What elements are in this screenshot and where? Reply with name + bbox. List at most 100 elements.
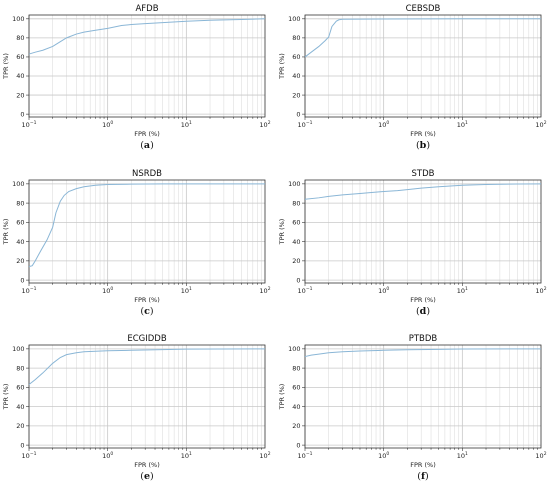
chart-title: NSRDB: [132, 169, 162, 179]
x-axis-label: FPR (%): [410, 130, 436, 138]
panel-caption: (e): [140, 471, 153, 482]
x-tick-label: 102: [259, 286, 270, 295]
y-tick-label: 80: [292, 34, 300, 42]
x-tick-label: 101: [181, 451, 192, 460]
roc-curve-line: [304, 18, 541, 58]
roc-curve-line: [28, 348, 266, 385]
y-tick-label: 20: [16, 422, 24, 430]
panel-caption: (c): [140, 306, 153, 317]
y-tick-label: 40: [16, 72, 24, 80]
y-tick-label: 100: [12, 180, 24, 188]
plot-frame: [28, 344, 266, 449]
x-tick-label: 101: [181, 120, 192, 129]
y-tick-label: 0: [20, 110, 24, 118]
x-tick-label: 101: [181, 286, 192, 295]
x-tick-label: 10−1: [298, 286, 313, 295]
y-tick-label: 60: [292, 219, 300, 227]
x-tick-label: 102: [535, 451, 546, 460]
y-axis-label: TPR (%): [2, 219, 10, 246]
y-tick-label: 100: [12, 345, 24, 353]
roc-curve-line: [304, 348, 542, 358]
y-tick-label: 80: [292, 199, 300, 207]
y-axis-label: TPR (%): [278, 219, 286, 246]
y-tick-label: 0: [296, 276, 300, 284]
y-tick-label: 0: [296, 441, 300, 449]
y-tick-label: 60: [16, 384, 24, 392]
x-tick-label: 101: [457, 120, 468, 129]
y-tick-label: 60: [16, 53, 24, 61]
chart-title: PTBDB: [409, 334, 438, 344]
x-tick-label: 101: [457, 451, 468, 460]
y-tick-label: 20: [292, 422, 300, 430]
x-tick-label: 102: [259, 120, 270, 129]
chart-title: AFDB: [135, 4, 158, 14]
x-axis-label: FPR (%): [134, 130, 160, 138]
plot-area: [29, 180, 265, 283]
panel-caption: (b): [416, 140, 430, 151]
x-tick-label: 102: [259, 451, 270, 460]
y-tick-label: 80: [292, 364, 300, 372]
chart-panel-nsrdb: 0 20 40 60 80 100 10−1 100 101 102 NSRDB FPR (%) TPR…: [2, 169, 271, 317]
y-tick-label: 40: [292, 72, 300, 80]
panel-caption: (a): [140, 140, 154, 151]
x-tick-label: 10−1: [298, 120, 313, 129]
x-tick-label: 10−1: [22, 451, 37, 460]
plot-area: [29, 345, 265, 448]
roc-curve-line: [28, 183, 265, 268]
plot-area: [305, 15, 541, 117]
y-tick-label: 100: [288, 15, 300, 23]
y-tick-label: 100: [288, 345, 300, 353]
y-tick-label: 60: [16, 219, 24, 227]
y-tick-label: 80: [16, 34, 24, 42]
y-axis-label: TPR (%): [278, 384, 286, 411]
x-tick-label: 102: [535, 286, 546, 295]
y-tick-label: 100: [12, 15, 24, 23]
y-tick-label: 40: [16, 238, 24, 246]
x-tick-label: 102: [535, 120, 546, 129]
x-tick-label: 100: [102, 286, 113, 295]
x-tick-label: 101: [457, 286, 468, 295]
plot-frame: [304, 14, 542, 118]
chart-panel-stdb: 0 20 40 60 80 100 10−1 100 101 102 STDB FPR (%) TPR …: [278, 169, 547, 317]
y-tick-label: 100: [288, 180, 300, 188]
plot-frame: [304, 344, 542, 449]
y-tick-label: 60: [292, 384, 300, 392]
plot-frame: [28, 179, 266, 284]
x-tick-label: 100: [102, 120, 113, 129]
chart-panel-afdb: 0 20 40 60 80 100 10−1 100 101 102 AFDB FPR (%) TPR …: [2, 4, 271, 151]
y-tick-label: 0: [20, 276, 24, 284]
roc-curve-line: [304, 183, 542, 200]
y-tick-label: 80: [16, 364, 24, 372]
chart-title: STDB: [412, 169, 435, 179]
y-tick-label: 40: [16, 403, 24, 411]
panel-caption: (d): [416, 306, 430, 317]
plot-area: [29, 15, 265, 117]
plot-area: [305, 180, 541, 283]
chart-panel-ecgiddb: 0 20 40 60 80 100 10−1 100 101 102 ECGIDDB FPR (%) T…: [2, 334, 271, 482]
x-tick-label: 100: [378, 286, 389, 295]
plot-area: [305, 345, 541, 448]
chart-title: CEBSDB: [406, 4, 441, 14]
y-tick-label: 80: [16, 199, 24, 207]
y-tick-label: 0: [20, 441, 24, 449]
y-axis-label: TPR (%): [2, 384, 10, 411]
y-axis-label: TPR (%): [278, 53, 286, 80]
y-tick-label: 40: [292, 238, 300, 246]
x-axis-label: FPR (%): [134, 461, 160, 469]
y-tick-label: 40: [292, 403, 300, 411]
chart-panel-ptbdb: 0 20 40 60 80 100 10−1 100 101 102 PTBDB FPR (%) TPR…: [278, 334, 547, 482]
x-tick-label: 10−1: [298, 451, 313, 460]
x-tick-label: 10−1: [22, 120, 37, 129]
y-tick-label: 20: [292, 257, 300, 265]
chart-title: ECGIDDB: [127, 334, 166, 344]
x-tick-label: 100: [102, 451, 113, 460]
y-tick-label: 20: [16, 91, 24, 99]
x-axis-label: FPR (%): [410, 461, 436, 469]
y-tick-label: 0: [296, 110, 300, 118]
roc-curve-line: [28, 18, 266, 55]
y-tick-label: 60: [292, 53, 300, 61]
y-axis-label: TPR (%): [2, 53, 10, 80]
plot-frame: [28, 14, 266, 118]
y-tick-label: 20: [292, 91, 300, 99]
